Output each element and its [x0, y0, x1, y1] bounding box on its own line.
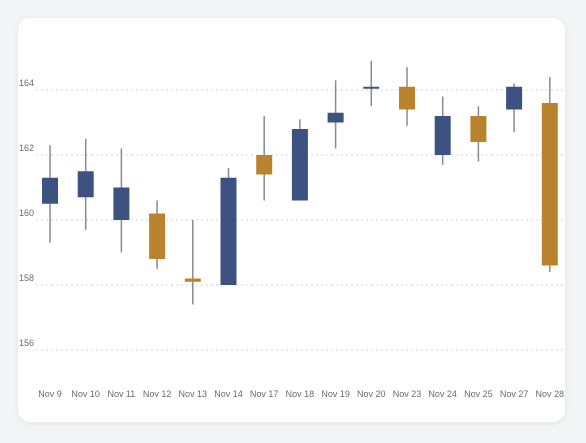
- candle-body: [541, 103, 558, 266]
- candle: [256, 116, 273, 201]
- candle: [42, 145, 58, 243]
- chart-card: 156 158 160 162 164 Nov 9 Nov 10 Nov 11 Nov 12 N…: [18, 18, 565, 422]
- candle: [184, 220, 201, 305]
- x-tick-label: Nov 18: [286, 389, 315, 399]
- candle-body: [256, 155, 273, 175]
- candle: [327, 80, 344, 149]
- x-tick-label: Nov 14: [214, 389, 243, 399]
- x-tick-label: Nov 25: [464, 389, 493, 399]
- x-tick-label: Nov 28: [536, 389, 565, 399]
- x-tick-label: Nov 12: [143, 389, 172, 399]
- candle-body: [42, 177, 58, 204]
- y-tick-label: 160: [19, 208, 34, 218]
- y-tick-label: 156: [19, 338, 34, 348]
- x-tick-label: Nov 24: [428, 389, 457, 399]
- candle: [506, 83, 523, 133]
- candle: [149, 200, 166, 269]
- candle-body: [434, 116, 451, 155]
- x-tick-label: Nov 19: [321, 389, 350, 399]
- candle: [541, 77, 558, 272]
- x-axis-ticks: Nov 9 Nov 10 Nov 11 Nov 12 Nov 13 Nov 14 Nov 1…: [38, 389, 564, 399]
- candle-body: [399, 86, 415, 110]
- x-tick-label: Nov 9: [38, 389, 62, 399]
- candle: [399, 67, 415, 126]
- candle-body: [220, 177, 237, 285]
- candle-body: [184, 278, 201, 282]
- y-tick-label: 164: [19, 78, 34, 88]
- x-tick-label: Nov 27: [500, 389, 529, 399]
- x-tick-label: Nov 10: [71, 389, 100, 399]
- candle: [434, 96, 451, 165]
- candle: [291, 119, 308, 201]
- y-tick-label: 162: [19, 143, 34, 153]
- x-tick-label: Nov 17: [250, 389, 279, 399]
- candle-body: [327, 112, 344, 123]
- x-tick-label: Nov 13: [179, 389, 208, 399]
- candle: [470, 106, 487, 162]
- candle: [363, 60, 380, 107]
- y-tick-label: 158: [19, 273, 34, 283]
- candle: [77, 138, 94, 230]
- candle-body: [506, 86, 523, 110]
- x-tick-label: Nov 11: [107, 389, 135, 399]
- x-tick-label: Nov 20: [357, 389, 386, 399]
- candle-body: [291, 129, 308, 201]
- candle-body: [113, 187, 130, 220]
- candle-body: [470, 116, 487, 142]
- candle-body: [149, 213, 166, 259]
- candle: [220, 168, 237, 285]
- candles: [42, 60, 558, 305]
- y-axis-ticks: 156 158 160 162 164: [19, 78, 34, 348]
- x-tick-label: Nov 23: [393, 389, 422, 399]
- candle-body: [77, 171, 94, 198]
- candle-body: [363, 86, 380, 89]
- candle: [113, 148, 130, 253]
